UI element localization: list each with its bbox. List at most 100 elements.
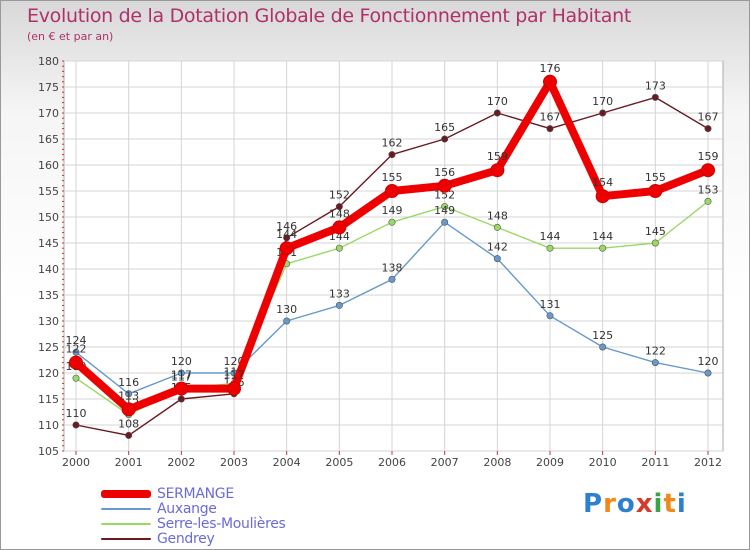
x-tick-label: 2005 bbox=[325, 456, 353, 469]
data-label: 146 bbox=[276, 220, 297, 233]
data-label: 148 bbox=[329, 207, 350, 220]
data-label: 108 bbox=[118, 417, 139, 430]
data-label: 170 bbox=[487, 95, 508, 108]
y-tick-label: 175 bbox=[38, 81, 59, 94]
legend-label: Auxange bbox=[157, 500, 217, 517]
x-tick-label: 2007 bbox=[431, 456, 459, 469]
data-label: 149 bbox=[382, 204, 403, 217]
data-label: 120 bbox=[171, 355, 192, 368]
data-point bbox=[546, 244, 554, 252]
y-tick-label: 125 bbox=[38, 341, 59, 354]
x-tick-label: 2003 bbox=[220, 456, 248, 469]
legend-swatch bbox=[101, 537, 151, 540]
y-tick-label: 170 bbox=[38, 107, 59, 120]
data-label: 124 bbox=[66, 334, 87, 347]
logo-letter: i bbox=[653, 489, 664, 519]
series-sermange: 122 113 117 117 144 148 155 156 159 176 154 155 159 bbox=[66, 62, 719, 417]
data-label: 122 bbox=[645, 345, 666, 358]
data-point bbox=[121, 402, 136, 417]
data-point bbox=[599, 244, 607, 252]
data-point bbox=[546, 125, 554, 133]
data-label: 156 bbox=[434, 166, 455, 179]
data-label: 155 bbox=[382, 171, 403, 184]
data-point bbox=[490, 163, 505, 178]
data-point bbox=[69, 355, 83, 370]
plot-area bbox=[63, 60, 724, 452]
data-point bbox=[388, 218, 396, 226]
data-point bbox=[385, 184, 399, 198]
data-label: 176 bbox=[540, 62, 561, 75]
data-point bbox=[651, 359, 659, 367]
data-label: 110 bbox=[66, 407, 87, 420]
data-label: 159 bbox=[487, 150, 508, 163]
data-label: 117 bbox=[171, 369, 192, 382]
data-point bbox=[332, 220, 347, 235]
data-label: 138 bbox=[382, 261, 403, 274]
y-tick-label: 180 bbox=[38, 55, 59, 68]
data-label: 144 bbox=[540, 230, 561, 243]
chart-subtitle: (en € et par an) bbox=[27, 30, 114, 43]
data-label: 131 bbox=[540, 298, 561, 311]
data-point bbox=[125, 431, 133, 439]
legend-label: Gendrey bbox=[157, 530, 215, 547]
data-point bbox=[704, 369, 712, 377]
legend-item: Auxange bbox=[101, 500, 286, 517]
data-point bbox=[441, 218, 449, 226]
data-label: 117 bbox=[171, 371, 192, 384]
data-label: 144 bbox=[592, 230, 613, 243]
data-point bbox=[595, 189, 610, 204]
x-tick-label: 2011 bbox=[641, 456, 669, 469]
x-tick-label: 2012 bbox=[694, 456, 722, 469]
legend-swatch bbox=[101, 522, 151, 525]
data-point bbox=[437, 178, 452, 193]
data-point bbox=[125, 390, 133, 398]
x-tick-label: 2008 bbox=[483, 456, 511, 469]
data-point bbox=[543, 74, 557, 89]
y-tick-label: 135 bbox=[38, 289, 59, 302]
data-label: 125 bbox=[592, 329, 613, 342]
data-label: 170 bbox=[592, 95, 613, 108]
data-label: 117 bbox=[224, 369, 245, 382]
data-point bbox=[651, 239, 659, 247]
data-label: 167 bbox=[540, 111, 561, 124]
y-tick-label: 110 bbox=[38, 419, 59, 432]
y-tick-label: 155 bbox=[38, 185, 59, 198]
data-label: 144 bbox=[276, 228, 297, 241]
logo-letter: t bbox=[663, 489, 677, 519]
legend-item: SERMANGE bbox=[101, 486, 286, 502]
data-point bbox=[441, 135, 449, 143]
data-point bbox=[388, 275, 396, 283]
data-point bbox=[177, 395, 185, 403]
y-tick-label: 115 bbox=[38, 393, 59, 406]
data-point bbox=[704, 197, 712, 205]
logo-letter: x bbox=[635, 489, 654, 519]
y-tick-label: 150 bbox=[38, 211, 59, 224]
data-point bbox=[335, 203, 343, 211]
x-tick-label: 2006 bbox=[378, 456, 406, 469]
x-tick-label: 2002 bbox=[167, 456, 195, 469]
data-label: 148 bbox=[487, 209, 508, 222]
data-label: 145 bbox=[645, 225, 666, 238]
legend: SERMANGE Auxange Serre-les-Moulières Gendre… bbox=[101, 486, 286, 547]
data-point bbox=[388, 151, 396, 159]
data-point bbox=[493, 255, 501, 263]
data-label: 152 bbox=[329, 189, 350, 202]
y-tick-label: 140 bbox=[38, 263, 59, 276]
data-point bbox=[72, 421, 80, 429]
series-gendrey: 110108115116146152162165170167170173167 bbox=[66, 79, 719, 439]
data-point bbox=[493, 109, 501, 117]
data-point bbox=[335, 244, 343, 252]
data-point bbox=[546, 312, 554, 320]
proxiti-logo: Proxiti bbox=[583, 489, 687, 519]
data-point bbox=[599, 109, 607, 117]
data-label: 159 bbox=[698, 150, 719, 163]
data-point bbox=[283, 317, 291, 325]
data-label: 130 bbox=[276, 303, 297, 316]
y-tick-label: 165 bbox=[38, 133, 59, 146]
logo-letter: i bbox=[676, 489, 687, 519]
data-point bbox=[493, 223, 501, 231]
x-tick-label: 2001 bbox=[115, 456, 143, 469]
